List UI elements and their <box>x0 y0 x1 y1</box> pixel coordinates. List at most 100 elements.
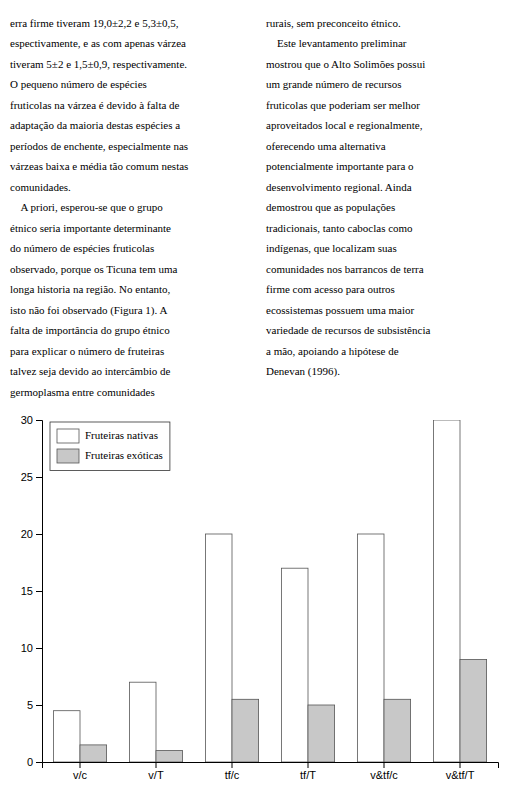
x-tick: v/T <box>148 762 164 781</box>
annotation: tradicionais, tanto caboclas como <box>266 222 413 234</box>
annotation: falta de importância do grupo étnico <box>10 324 170 336</box>
tick-mark <box>36 591 42 592</box>
annotation: aproveitados local e regionalmente, <box>266 119 423 131</box>
y-axis: 0 5 10 15 20 25 30 <box>21 414 43 768</box>
bars <box>53 420 486 762</box>
bar <box>53 711 80 762</box>
legend-frame <box>50 422 170 470</box>
annotation: longa historia na região. No entanto, <box>10 283 171 295</box>
x-tick: tf/c <box>225 762 240 781</box>
tick-mark <box>80 762 81 768</box>
annotation: rurais, sem preconceito étnico. <box>266 17 401 29</box>
tick-label: v/c <box>73 769 88 781</box>
legend-swatch <box>57 449 79 463</box>
bar <box>156 751 183 762</box>
y-tick: 15 <box>21 585 42 597</box>
annotation: observado, porque os Ticuna tem uma <box>10 263 178 275</box>
tick-label: tf/T <box>300 769 316 781</box>
bar <box>281 568 308 762</box>
figure: erra firme tiveram 19,0±2,2 e 5,3±0,5, es… <box>0 0 513 796</box>
bar <box>80 745 107 762</box>
annotation: mostrou que o Alto Solimões possui <box>266 58 425 70</box>
annotation: isto não foi observado (Figura 1). A <box>10 304 167 317</box>
annotation: adaptação da maioria destas espécies a <box>10 119 180 131</box>
legend-label: Fruteiras exóticas <box>85 449 163 461</box>
x-tick: v/c <box>73 762 88 781</box>
tick-mark <box>384 762 385 768</box>
tick-mark <box>36 477 42 478</box>
tick-label: 5 <box>27 699 33 711</box>
y-tick: 5 <box>27 699 42 711</box>
tick-mark <box>36 762 42 763</box>
y-tick: 20 <box>21 528 42 540</box>
tick-label: 30 <box>21 414 33 426</box>
annotation: potencialmente importante para o <box>266 160 414 172</box>
tick-label: 15 <box>21 585 33 597</box>
annotation: A priori, esperou-se que o grupo <box>10 201 163 213</box>
bar <box>308 705 335 762</box>
tick-mark <box>232 762 233 768</box>
annotation: firme com acesso para outros <box>266 283 395 295</box>
annotation: Este levantamento preliminar <box>266 37 407 49</box>
bar <box>232 699 259 762</box>
bar <box>129 682 156 762</box>
x-tick: v&tf/T <box>446 762 475 781</box>
legend-item: Fruteiras nativas <box>57 429 158 443</box>
tick-mark <box>460 762 461 768</box>
legend-item: Fruteiras exóticas <box>57 449 163 463</box>
tick-mark <box>36 705 42 706</box>
tick-label: 20 <box>21 528 33 540</box>
tick-mark <box>36 648 42 649</box>
annotation: ecossistemas possuem uma maior <box>266 304 415 316</box>
tick-mark <box>36 534 42 535</box>
annotation: tiveram 5±2 e 1,5±0,9, respectivamente. <box>10 58 187 70</box>
annotation: variedade de recursos de subsistência <box>266 324 430 336</box>
annotation: étnico seria importante determinante <box>10 222 171 234</box>
plot: 0 5 10 15 20 25 30 v/c v/T tf/c tf/T v&tf/c v&tf/T Fr… <box>21 414 499 781</box>
annotation: comunidades. <box>10 181 71 193</box>
annotation: espectivamente, e as com apenas várzea <box>10 37 186 49</box>
tick-label: 10 <box>21 642 33 654</box>
annotation: a mão, apoiando a hipótese de <box>266 345 399 357</box>
tick-label: v&tf/T <box>446 769 475 781</box>
annotation: comunidades nos barrancos de terra <box>266 263 424 275</box>
bar <box>205 534 232 762</box>
annotation: fruticolas que poderiam ser melhor <box>266 99 420 111</box>
annotation: várzeas baixa e média tão comum nestas <box>10 160 188 172</box>
series <box>80 659 487 762</box>
bar <box>357 534 384 762</box>
legend-label: Fruteiras nativas <box>85 429 158 441</box>
bar <box>433 420 460 762</box>
annotation: erra firme tiveram 19,0±2,2 e 5,3±0,5, <box>10 17 179 29</box>
axis-line <box>43 763 499 769</box>
annotation: talvez seja devido ao intercâmbio de <box>10 365 170 377</box>
y-tick: 10 <box>21 642 42 654</box>
series <box>53 420 460 762</box>
bar <box>384 699 411 762</box>
y-tick: 25 <box>21 471 42 483</box>
annotation: do número de espécies fruticolas <box>10 242 154 254</box>
legend: Fruteiras nativas Fruteiras exóticas <box>50 422 170 470</box>
annotation: fruticolas na várzea é devido à falta de <box>10 99 180 111</box>
tick-label: v/T <box>148 769 164 781</box>
text-area: erra firme tiveram 19,0±2,2 e 5,3±0,5, es… <box>10 17 430 398</box>
annotation: desenvolvimento regional. Ainda <box>266 181 412 193</box>
annotation: O pequeno número de espécies <box>10 78 147 90</box>
x-tick: tf/T <box>300 762 316 781</box>
annotation: um grande número de recursos <box>266 78 402 90</box>
x-tick: v&tf/c <box>370 762 398 781</box>
annotation: para explicar o número de fruteiras <box>10 345 164 357</box>
tick-label: 0 <box>27 756 33 768</box>
annotation: períodos de enchente, especialmente nas <box>10 140 188 152</box>
tick-label: tf/c <box>225 769 240 781</box>
annotation: Denevan (1996). <box>266 365 340 378</box>
annotation: germoplasma entre comunidades <box>10 386 155 398</box>
tick-label: 25 <box>21 471 33 483</box>
bar <box>460 659 487 762</box>
y-tick: 0 <box>27 756 42 768</box>
tick-label: v&tf/c <box>370 769 398 781</box>
tick-mark <box>36 420 42 421</box>
y-tick: 30 <box>21 414 42 426</box>
tick-mark <box>308 762 309 768</box>
tick-mark <box>156 762 157 768</box>
